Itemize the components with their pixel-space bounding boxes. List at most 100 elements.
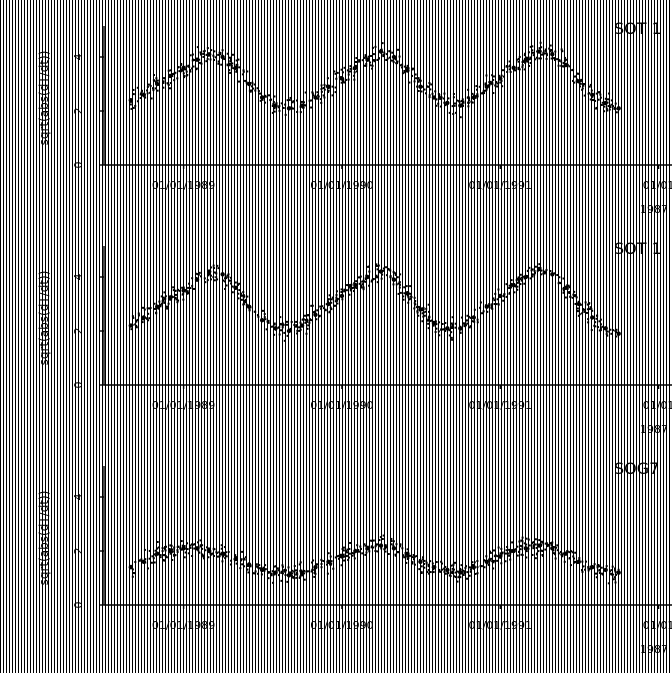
scatter-point xyxy=(277,106,280,109)
scatter-point xyxy=(562,62,565,65)
scatter-point xyxy=(334,72,337,75)
data-point xyxy=(445,567,450,573)
data-point xyxy=(313,312,318,317)
scatter-point xyxy=(207,274,210,277)
scatter-point xyxy=(238,282,241,285)
scatter-point xyxy=(306,327,309,330)
scatter-point xyxy=(259,99,262,102)
scatter-point xyxy=(557,64,560,67)
scatter-point xyxy=(256,314,259,317)
scatter-point xyxy=(595,576,598,579)
scatter-point xyxy=(508,287,511,290)
scatter-point xyxy=(213,271,216,274)
scatter-point xyxy=(197,273,200,276)
scatter-point xyxy=(149,306,152,309)
scatter-point xyxy=(581,88,584,91)
scatter-point xyxy=(406,555,409,558)
scatter-point xyxy=(430,83,433,86)
scatter-point xyxy=(329,306,332,309)
scatter-point xyxy=(245,81,248,84)
scatter-point xyxy=(370,280,373,283)
scatter-point xyxy=(454,111,457,114)
scatter-point xyxy=(141,318,144,321)
scatter-point xyxy=(282,106,285,109)
scatter-point xyxy=(274,328,277,331)
scatter-point xyxy=(595,317,598,320)
scatter-point xyxy=(132,88,135,91)
scatter-point xyxy=(554,553,557,556)
scatter-point xyxy=(589,306,592,309)
scatter-point xyxy=(377,270,380,273)
scatter-point xyxy=(192,65,195,68)
scatter-point xyxy=(280,102,283,105)
scatter-point xyxy=(425,561,428,564)
data-point xyxy=(498,293,503,299)
scatter-point xyxy=(541,53,544,56)
scatter-point xyxy=(303,104,306,107)
scatter-point xyxy=(605,333,608,336)
scatter-point xyxy=(459,116,462,119)
scatter-point xyxy=(439,570,442,573)
scatter-point xyxy=(249,82,252,85)
scatter-point xyxy=(598,565,601,568)
scatter-point xyxy=(240,292,243,295)
scatter-point xyxy=(530,269,533,272)
x-tick-label: 01/01/1990 xyxy=(310,399,373,412)
scatter-point xyxy=(560,64,563,67)
scatter-point xyxy=(581,570,584,573)
scatter-point xyxy=(443,567,446,570)
scatter-point xyxy=(574,560,577,563)
scatter-point xyxy=(130,324,133,327)
scatter-point xyxy=(584,301,587,304)
scatter-point xyxy=(402,295,405,298)
scatter-point xyxy=(379,48,382,51)
scatter-point xyxy=(240,298,243,301)
scatter-point xyxy=(284,113,287,116)
scatter-point xyxy=(519,548,522,551)
scatter-point xyxy=(434,98,437,101)
scatter-point xyxy=(306,570,309,573)
scatter-point xyxy=(187,286,190,289)
scatter-point xyxy=(228,69,231,72)
scatter-point xyxy=(335,296,338,299)
scatter-point xyxy=(158,305,161,308)
scatter-point xyxy=(326,572,329,575)
scatter-point xyxy=(162,86,165,89)
scatter-point xyxy=(321,305,324,308)
scatter-point xyxy=(376,276,379,279)
scatter-point xyxy=(299,561,302,564)
scatter-point xyxy=(578,313,581,316)
y-tick-label: 2 xyxy=(72,328,85,335)
scatter-point xyxy=(525,556,528,559)
scatter-point xyxy=(314,570,317,573)
scatter-point xyxy=(320,101,323,104)
scatter-point xyxy=(566,287,569,290)
scatter-point xyxy=(529,57,532,60)
scatter-point xyxy=(158,300,161,303)
scatter-point xyxy=(284,569,287,572)
scatter-point xyxy=(191,277,194,280)
scatter-point xyxy=(330,308,333,311)
scatter-point xyxy=(467,105,470,108)
data-point xyxy=(378,543,384,548)
scatter-point xyxy=(461,104,464,107)
scatter-point xyxy=(191,67,194,70)
scatter-point xyxy=(516,288,519,291)
scatter-point xyxy=(496,298,499,301)
y-axis-label: sqrt(abs(dT/dt)) xyxy=(37,271,51,366)
scatter-point xyxy=(408,81,411,84)
scatter-point xyxy=(492,297,495,300)
scatter-point xyxy=(504,560,507,563)
scatter-point xyxy=(329,563,332,566)
scatter-point xyxy=(281,565,284,568)
scatter-point xyxy=(189,546,192,549)
scatter-point xyxy=(263,313,266,316)
scatter-point xyxy=(456,580,459,583)
scatter-point xyxy=(269,99,272,102)
scatter-point xyxy=(195,547,198,550)
scatter-point xyxy=(417,77,420,80)
scatter-point xyxy=(531,273,534,276)
scatter-point xyxy=(413,556,416,559)
scatter-point xyxy=(322,87,325,90)
